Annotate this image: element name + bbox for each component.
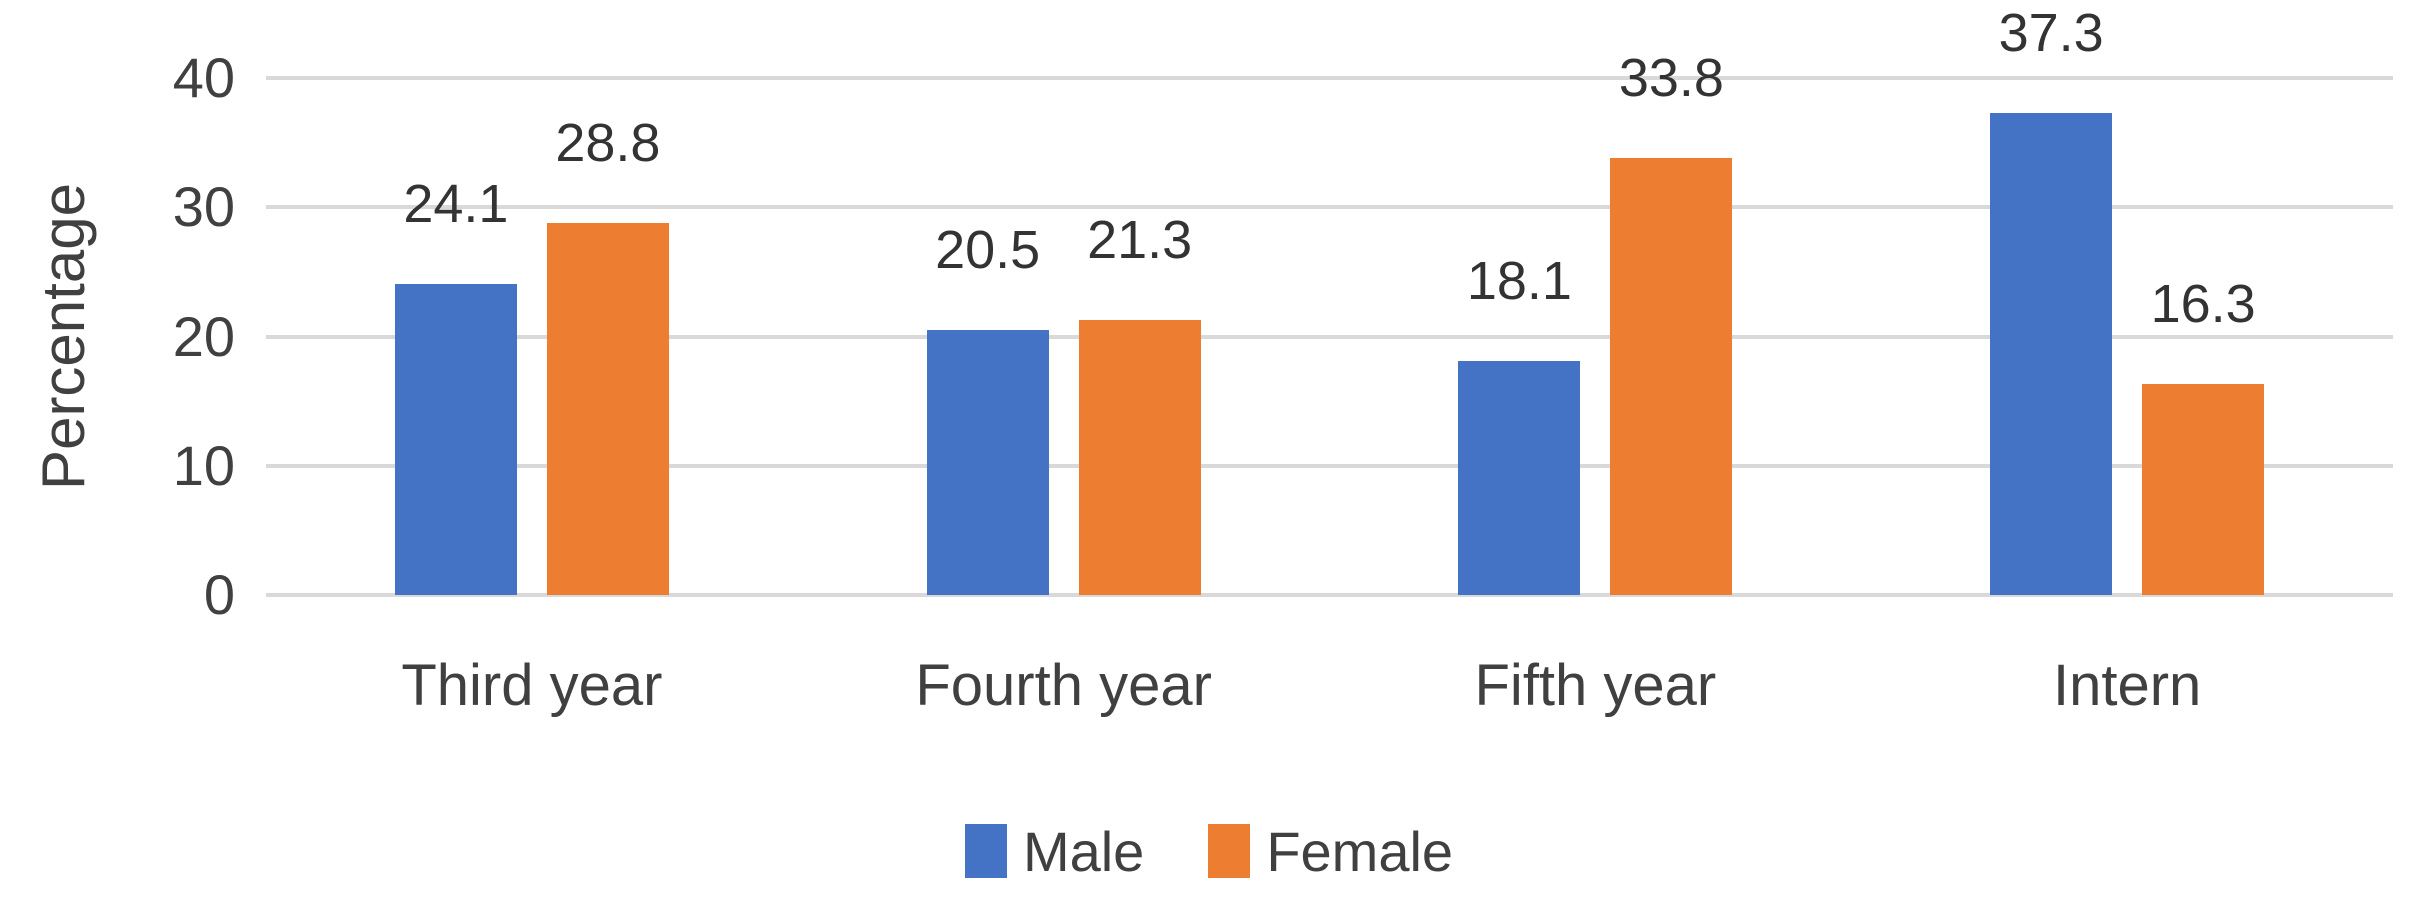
y-tick-label: 10 (172, 433, 235, 497)
bar-male (926, 330, 1049, 595)
gridline (266, 205, 2393, 210)
legend-item-female: Female (1208, 819, 1453, 884)
data-label-female: 21.3 (1087, 209, 1193, 270)
legend-label-male: Male (1022, 819, 1145, 883)
data-label-male: 37.3 (1998, 2, 2104, 63)
legend-swatch-male (964, 824, 1007, 878)
gridline (266, 463, 2393, 468)
data-label-female: 28.8 (555, 112, 661, 173)
y-tick-label: 30 (172, 175, 235, 239)
bar-male (1990, 112, 2113, 595)
data-label-male: 20.5 (935, 220, 1041, 281)
bar-female (1078, 319, 1201, 595)
data-label-female: 16.3 (2150, 274, 2256, 335)
y-tick-label: 0 (203, 563, 235, 626)
gridline (266, 593, 2393, 597)
category-label: Fourth year (915, 653, 1212, 718)
y-tick-label: 20 (172, 304, 235, 368)
bar-female (546, 222, 669, 595)
bar-male (1458, 361, 1581, 595)
y-tick-label: 40 (172, 46, 235, 109)
data-label-male: 18.1 (1466, 251, 1572, 312)
data-label-female: 33.8 (1618, 48, 1724, 109)
legend-label-female: Female (1266, 819, 1454, 883)
category-label: Intern (2052, 653, 2202, 718)
category-label: Fifth year (1474, 653, 1717, 718)
bar-male (394, 283, 517, 595)
legend: Male Female (0, 808, 2418, 894)
legend-item-male: Male (964, 819, 1145, 884)
bar-female (2142, 384, 2265, 595)
bar-female (1610, 158, 1733, 595)
category-label: Third year (401, 653, 663, 718)
gridline (266, 76, 2393, 80)
gridline (266, 334, 2393, 339)
legend-swatch-female (1208, 824, 1251, 878)
data-label-male: 24.1 (403, 173, 509, 234)
